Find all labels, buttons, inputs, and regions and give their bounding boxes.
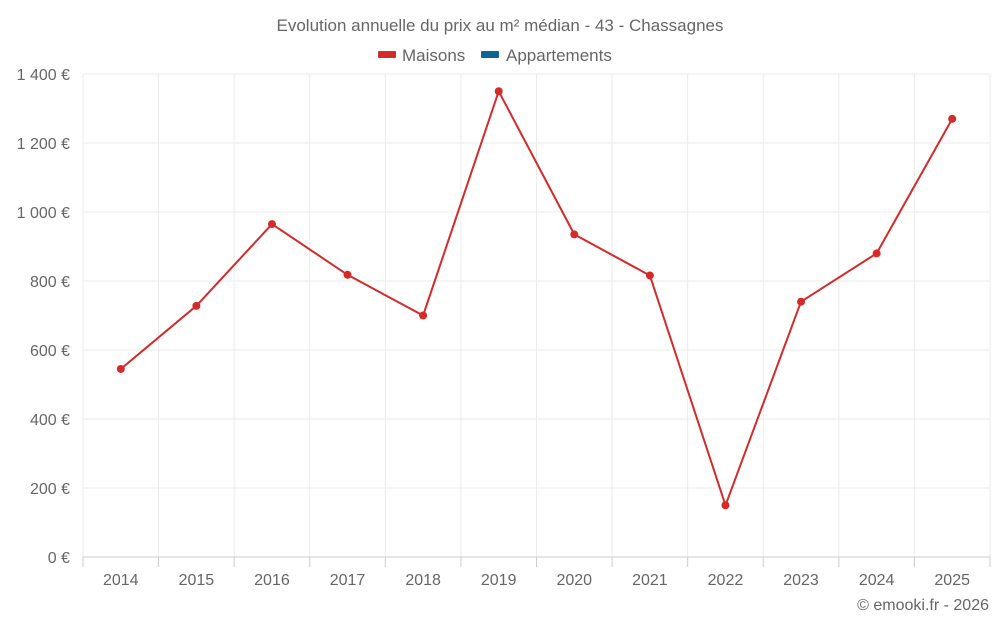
x-tick-label: 2016	[254, 572, 290, 589]
data-point[interactable]	[267, 220, 276, 229]
data-point[interactable]	[116, 364, 125, 373]
data-point[interactable]	[721, 501, 730, 510]
y-tick-label: 400 €	[30, 412, 70, 429]
x-tick-label: 2024	[859, 572, 895, 589]
x-tick-label: 2018	[405, 572, 441, 589]
y-tick-label: 1 400 €	[17, 67, 70, 84]
data-point[interactable]	[872, 249, 881, 258]
data-point[interactable]	[570, 230, 579, 239]
x-tick-label: 2014	[103, 572, 139, 589]
y-tick-label: 600 €	[30, 343, 70, 360]
x-axis-ticks: 2014 2015 2016 2017 2018 2019 2020 2021 2022 2023…	[82, 557, 991, 589]
data-point[interactable]	[645, 271, 654, 280]
data-point[interactable]	[192, 301, 201, 310]
legend-label-appartements: Appartements	[506, 46, 612, 65]
legend-label-maisons: Maisons	[402, 46, 465, 65]
y-tick-label: 0 €	[48, 550, 70, 567]
data-point[interactable]	[948, 114, 957, 123]
y-tick-label: 200 €	[30, 481, 70, 498]
series-maisons	[116, 87, 957, 510]
x-tick-label: 2021	[632, 572, 668, 589]
x-tick-label: 2022	[708, 572, 744, 589]
x-tick-label: 2020	[556, 572, 592, 589]
y-tick-label: 1 000 €	[17, 205, 70, 222]
data-point[interactable]	[343, 270, 352, 279]
data-point[interactable]	[797, 297, 806, 306]
y-axis-ticks: 0 € 200 € 400 € 600 € 800 € 1 000 € 1 200 € 1 4…	[17, 67, 70, 567]
legend-swatch-appartements	[481, 51, 499, 58]
x-tick-label: 2015	[179, 572, 215, 589]
legend-item-appartements[interactable]: Appartements	[481, 46, 612, 65]
x-tick-label: 2023	[783, 572, 819, 589]
legend: Maisons Appartements	[378, 46, 612, 65]
x-tick-label: 2019	[481, 572, 517, 589]
x-tick-label: 2017	[330, 572, 366, 589]
data-point[interactable]	[419, 311, 428, 320]
series-line-maisons	[120, 90, 954, 507]
legend-swatch-maisons	[378, 51, 396, 58]
legend-item-maisons[interactable]: Maisons	[378, 46, 465, 65]
chart-title: Evolution annuelle du prix au m² médian …	[277, 16, 724, 35]
data-point[interactable]	[494, 87, 503, 96]
y-tick-label: 800 €	[30, 274, 70, 291]
gridlines	[82, 73, 991, 558]
y-tick-label: 1 200 €	[17, 136, 70, 153]
credit-text: © emooki.fr - 2026	[857, 597, 989, 614]
x-tick-label: 2025	[934, 572, 970, 589]
